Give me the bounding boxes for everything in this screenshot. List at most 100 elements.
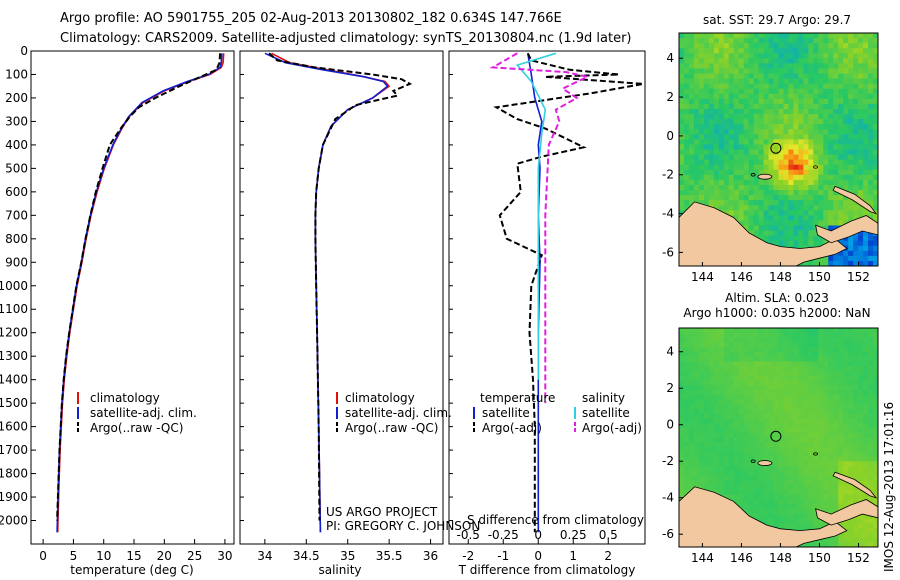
sla-map-cell (773, 423, 779, 429)
sla-map-cell (763, 385, 769, 391)
sla-map-cell (768, 494, 774, 500)
sst-map-cell (718, 88, 725, 95)
sla-map-cell (813, 408, 819, 415)
sst-map-cell (723, 63, 730, 69)
sst-map-cell (818, 215, 824, 221)
sst-map-cell (798, 53, 804, 59)
sst-map-cell (703, 154, 710, 161)
sla-map-cell (698, 456, 705, 462)
sla-map-cell (818, 537, 824, 543)
sla-map-cell (823, 404, 829, 410)
sla-map-cell (873, 370, 878, 377)
temperature-xtick-label: 15 (126, 549, 141, 563)
sst-map-cell (703, 78, 710, 85)
sst-map-cell (723, 200, 730, 206)
sst-map-cell (863, 73, 869, 79)
sst-map-cell (838, 159, 844, 166)
sla-map-cell (708, 413, 715, 419)
sla-map-cell (833, 480, 839, 486)
sla-map-cell (868, 466, 874, 472)
sst-map-cell (733, 184, 740, 191)
sla-map-cell (788, 418, 794, 424)
sla-map-cell (698, 475, 705, 481)
sst-map-cell (778, 38, 784, 44)
sla-map-cell (798, 466, 804, 472)
sla-map-cell (728, 489, 735, 496)
sla-map-cell (783, 518, 789, 524)
sla-map-cell (843, 328, 849, 334)
sst-map-cell (738, 169, 745, 176)
sst-map-cell (818, 159, 824, 166)
sst-map-cell (868, 38, 874, 44)
sst-map-cell (768, 164, 774, 171)
sla-map-cell (838, 370, 844, 377)
sst-map-cell (688, 103, 695, 110)
sst-map-cell (873, 33, 878, 39)
sst-map-cell (753, 159, 760, 166)
sla-map-cell (683, 385, 690, 391)
sla-map-cell (823, 361, 829, 367)
sst-map-cell (753, 68, 760, 74)
sst-map-cell (788, 68, 794, 74)
sst-map-cell (788, 210, 794, 216)
sst-map-cell (679, 144, 685, 150)
sst-map-cell (838, 119, 844, 125)
sla-map-cell (748, 380, 755, 386)
sst-map-cell (838, 129, 844, 135)
sst-map-cell (803, 38, 809, 44)
sla-map-cell (848, 470, 854, 476)
sla-map-cell (793, 347, 799, 353)
sla-map-cell (823, 542, 829, 547)
sst-map-cell (708, 164, 715, 171)
sla-map-cell (828, 337, 834, 343)
sla-map-cell (863, 380, 869, 386)
sst-map-cell (868, 235, 874, 242)
sla-map-cell (679, 370, 685, 377)
sst-map-cell (763, 139, 769, 145)
sst-map-cell (768, 58, 774, 64)
sla-map-cell (778, 504, 784, 510)
sla-map-cell (783, 466, 789, 472)
sst-map-cell (683, 103, 690, 110)
sst-map-cell (748, 83, 755, 90)
sla-map-cell (728, 451, 735, 457)
sst-map-cell (718, 103, 725, 110)
sla-map-cell (763, 337, 769, 343)
sla-map-cell (703, 337, 710, 343)
sla-map-cell (808, 542, 814, 547)
sst-map-cell (768, 215, 774, 221)
sst-map-cell (848, 103, 854, 110)
sla-map-cell (679, 375, 685, 381)
sla-map-cell (873, 461, 878, 467)
sla-map-cell (683, 351, 690, 357)
sla-map-cell (873, 413, 878, 419)
sst-map-cell (783, 68, 789, 74)
sst-map-cell (843, 200, 849, 206)
sla-map-cell (808, 456, 814, 462)
sst-map-cell (768, 205, 774, 211)
sst-map-cell (788, 134, 794, 140)
sla-map-cell (758, 380, 764, 386)
sla-map-argo-location-marker (770, 430, 782, 442)
sla-map-cell (693, 451, 700, 457)
sst-map-cell (679, 179, 685, 186)
sla-map-cell (748, 494, 755, 500)
sst-map-cell (798, 124, 804, 130)
sla-map-cell (713, 375, 720, 381)
sla-map-cell (788, 394, 794, 400)
sst-map-cell (758, 124, 764, 130)
sla-map-cell (718, 480, 725, 486)
sla-map-land-manus (757, 460, 773, 466)
sst-map-cell (738, 114, 745, 120)
sla-map-cell (818, 370, 824, 377)
sst-map-cell (703, 129, 710, 135)
sla-map-cell (748, 356, 755, 362)
sla-map-cell (698, 351, 705, 357)
sst-map-cell (783, 103, 789, 110)
difference-xlabel-secondary: S difference from climatology (467, 513, 644, 527)
sst-map-cell (803, 169, 809, 176)
sst-map-cell (828, 119, 834, 125)
sla-map-cell (823, 370, 829, 377)
sst-map-cell (713, 179, 720, 186)
sla-map-cell (728, 380, 735, 386)
